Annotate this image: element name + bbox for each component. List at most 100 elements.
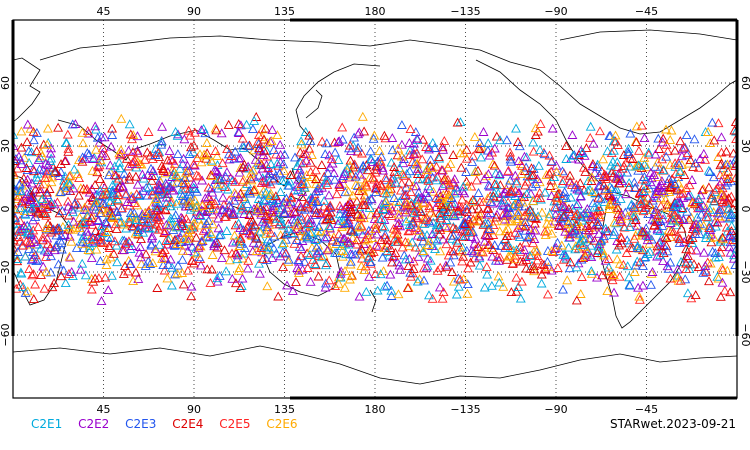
observation-marker: [46, 153, 57, 163]
observation-marker: [322, 232, 333, 242]
observation-marker: [527, 181, 538, 191]
observation-marker: [420, 188, 431, 198]
new-zealand-coast: [369, 289, 377, 313]
observation-marker: [499, 216, 510, 226]
observation-marker: [379, 281, 390, 291]
observation-marker: [141, 182, 152, 192]
observation-marker: [708, 172, 719, 182]
observation-marker: [221, 211, 231, 221]
observation-marker: [481, 261, 492, 271]
observation-marker: [393, 289, 404, 299]
observation-marker: [594, 170, 605, 180]
observation-marker: [512, 216, 523, 226]
observation-marker: [503, 251, 514, 261]
observation-marker: [75, 183, 86, 193]
observation-marker: [305, 166, 316, 176]
observation-marker: [104, 242, 115, 252]
observation-marker: [184, 225, 195, 235]
observation-marker: [198, 123, 209, 133]
observation-marker: [120, 239, 131, 249]
observation-marker: [448, 230, 459, 240]
observation-marker: [177, 254, 188, 264]
observation-marker: [78, 218, 89, 228]
observation-marker: [599, 197, 610, 207]
observation-marker: [551, 160, 562, 170]
observation-marker: [286, 191, 297, 201]
observation-marker: [394, 212, 404, 222]
observation-marker: [551, 192, 561, 202]
observation-marker: [442, 223, 453, 232]
observation-marker: [407, 268, 418, 278]
observation-marker: [223, 184, 233, 194]
observation-marker: [715, 160, 726, 170]
observation-marker: [478, 126, 489, 136]
observation-marker: [25, 192, 36, 202]
observation-marker: [122, 197, 133, 206]
observation-marker: [434, 153, 445, 163]
observation-marker: [382, 235, 393, 245]
observation-marker: [253, 156, 264, 166]
observation-marker: [501, 135, 512, 145]
observation-marker: [644, 199, 655, 209]
observation-marker: [465, 257, 476, 267]
observation-marker: [589, 202, 600, 212]
observation-marker: [24, 157, 35, 167]
observation-marker: [693, 162, 704, 172]
observation-marker: [140, 260, 151, 270]
observation-marker: [642, 248, 653, 258]
observation-marker: [90, 226, 101, 235]
observation-marker: [181, 213, 192, 223]
observation-marker: [312, 247, 322, 257]
observation-marker: [387, 205, 398, 215]
observation-marker: [615, 232, 626, 242]
observation-marker: [27, 270, 38, 280]
observation-marker: [127, 240, 137, 250]
observation-marker: [333, 136, 344, 146]
observation-marker: [599, 169, 610, 179]
observation-marker: [615, 193, 626, 203]
observation-marker: [636, 162, 647, 172]
observation-marker: [650, 161, 661, 171]
observation-marker: [681, 258, 691, 268]
observation-marker: [370, 269, 381, 278]
observation-marker: [351, 235, 362, 245]
observation-marker: [178, 279, 189, 289]
observation-marker: [555, 246, 565, 256]
observation-marker: [437, 165, 448, 175]
observation-marker: [410, 127, 421, 136]
observation-marker: [108, 248, 119, 258]
observation-marker: [95, 256, 106, 266]
observation-marker: [326, 154, 337, 164]
observation-marker: [714, 208, 725, 218]
observation-marker: [90, 273, 101, 283]
observation-marker: [653, 210, 664, 220]
observation-marker: [37, 151, 48, 161]
observation-marker: [437, 293, 448, 303]
observation-marker: [513, 207, 524, 217]
observation-marker: [411, 148, 422, 158]
observation-marker: [116, 145, 126, 155]
observation-marker: [491, 131, 502, 141]
observation-marker: [473, 143, 484, 153]
observation-marker: [189, 127, 200, 137]
observation-marker: [376, 213, 387, 223]
observation-marker: [188, 179, 199, 189]
observation-marker: [521, 152, 532, 162]
observation-marker: [468, 151, 479, 161]
x-axis-top: 45 90 135 180 −135 −90 −45: [97, 5, 659, 18]
observation-marker: [692, 223, 703, 233]
observation-marker: [377, 252, 388, 262]
observation-marker: [98, 189, 109, 199]
observation-marker: [564, 263, 575, 273]
legend-item-c2e4: C2E4: [172, 417, 204, 431]
observation-marker: [134, 190, 145, 200]
observation-marker: [302, 233, 312, 243]
observation-marker: [599, 180, 609, 190]
observation-marker: [217, 158, 228, 168]
observation-marker: [277, 239, 288, 249]
observation-marker: [203, 182, 214, 192]
observation-marker: [238, 140, 249, 150]
observation-marker: [50, 166, 61, 176]
observation-marker: [723, 231, 734, 241]
